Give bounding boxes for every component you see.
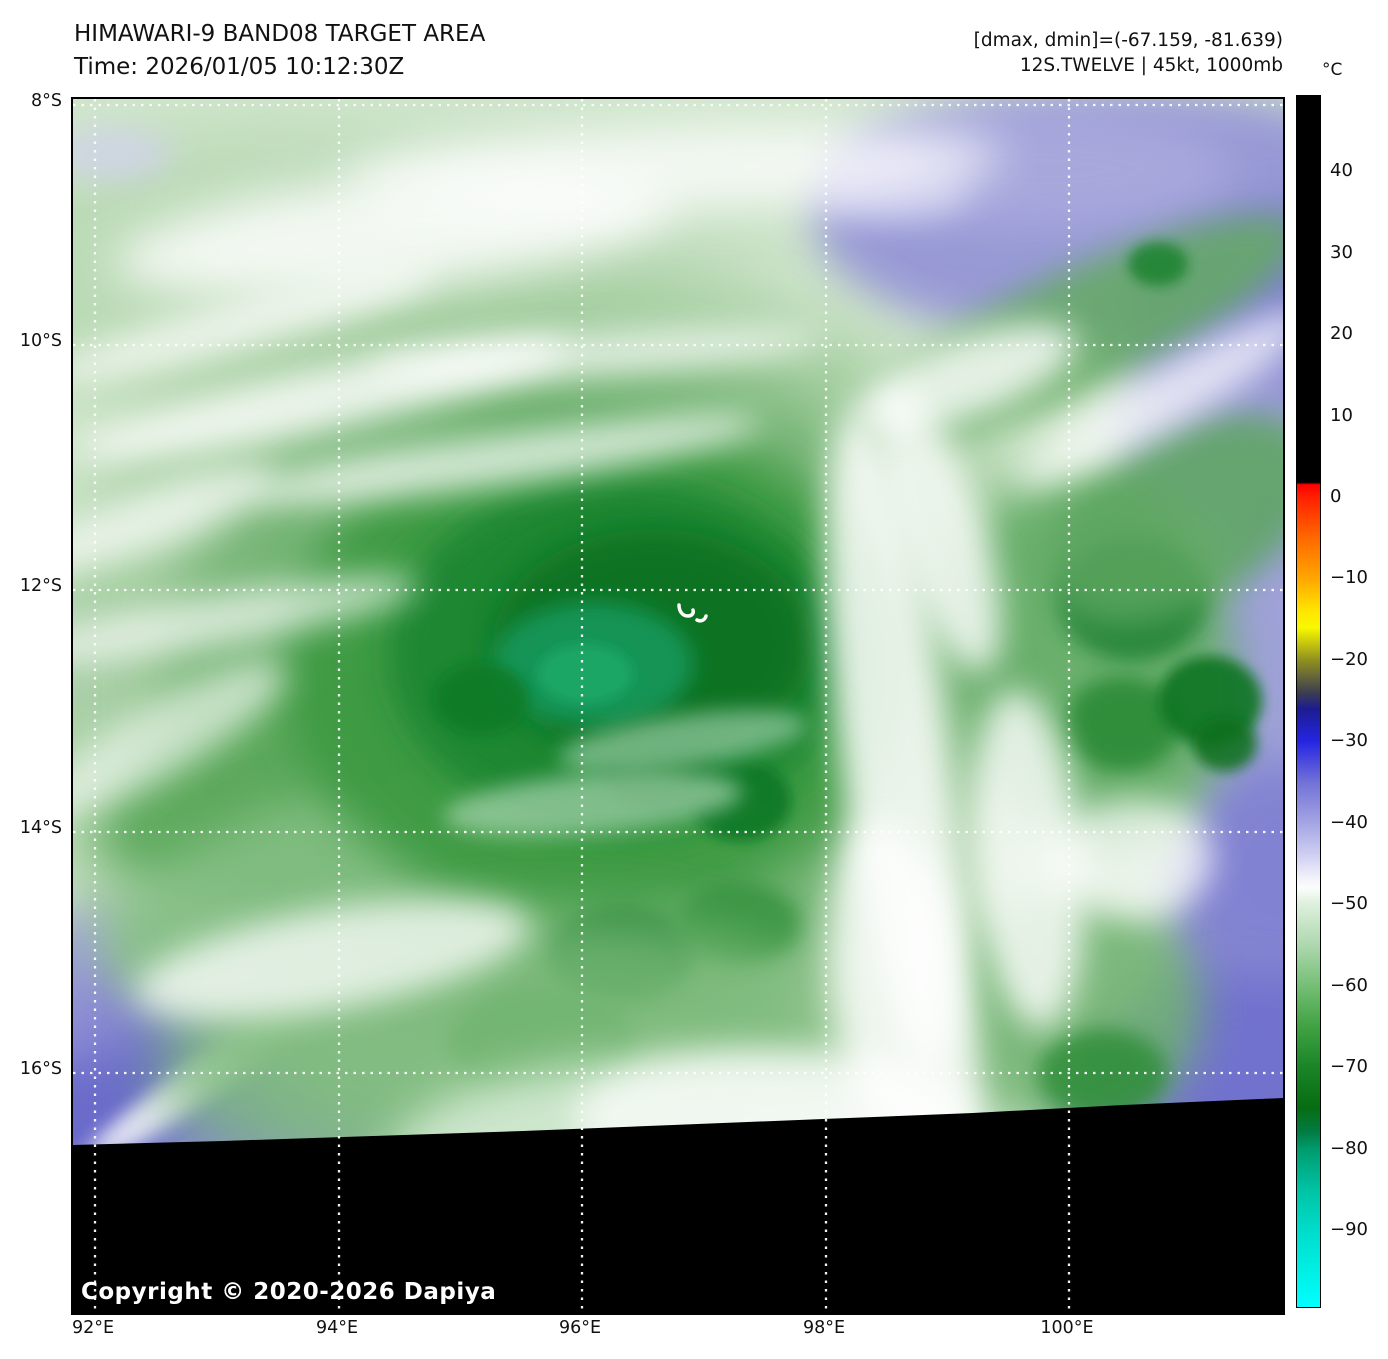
colorbar-tick-label: −10 — [1330, 567, 1368, 588]
colorbar-unit-label: °C — [1322, 60, 1343, 80]
coastline-fleck — [677, 603, 708, 623]
lon-tick-label: 98°E — [802, 1318, 846, 1338]
storm-info: 12S.TWELVE | 45kt, 1000mb — [1019, 55, 1283, 76]
colorbar-tick-label: −70 — [1330, 1056, 1368, 1077]
copyright-text: Copyright © 2020-2026 Dapiya — [81, 1279, 497, 1305]
colorbar-tick-label: 20 — [1330, 323, 1353, 344]
lat-tick-label: 14°S — [19, 818, 62, 838]
graticule — [73, 99, 1283, 1313]
colorbar-tick-label: −50 — [1330, 893, 1368, 914]
satellite-map: Copyright © 2020-2026 Dapiya — [71, 97, 1285, 1315]
lat-tick-label: 8°S — [31, 91, 62, 111]
lat-tick-label: 16°S — [19, 1059, 62, 1079]
colorbar-tick-label: −90 — [1330, 1219, 1368, 1240]
info-block: [dmax, dmin]=(-67.159, -81.639) 12S.TWEL… — [974, 28, 1283, 78]
colorbar-tick-label: −20 — [1330, 649, 1368, 670]
colorbar — [1296, 95, 1321, 1308]
colorbar-tick-label: −80 — [1330, 1138, 1368, 1159]
lat-tick-label: 10°S — [19, 331, 62, 351]
lon-tick-label: 94°E — [315, 1318, 359, 1338]
satellite-image — [73, 99, 1283, 1313]
colorbar-tick-label: −30 — [1330, 730, 1368, 751]
lon-tick-label: 96°E — [558, 1318, 602, 1338]
colorbar-tick-label: 40 — [1330, 160, 1353, 181]
colorbar-tick-label: 0 — [1330, 486, 1342, 507]
title-block: HIMAWARI-9 BAND08 TARGET AREA Time: 2026… — [74, 18, 485, 84]
lat-tick-label: 12°S — [19, 576, 62, 596]
no-data-wedge — [73, 1098, 1283, 1313]
lon-tick-label: 92°E — [71, 1318, 115, 1338]
colorbar-tick-label: 30 — [1330, 242, 1353, 263]
figure-title: HIMAWARI-9 BAND08 TARGET AREA — [74, 21, 486, 47]
colorbar-tick-label: −40 — [1330, 812, 1368, 833]
dmax-dmin-readout: [dmax, dmin]=(-67.159, -81.639) — [973, 30, 1283, 51]
colorbar-tick-label: 10 — [1330, 405, 1353, 426]
lon-tick-label: 100°E — [1040, 1318, 1094, 1338]
figure-time: Time: 2026/01/05 10:12:30Z — [74, 54, 405, 80]
colorbar-tick-label: −60 — [1330, 975, 1368, 996]
